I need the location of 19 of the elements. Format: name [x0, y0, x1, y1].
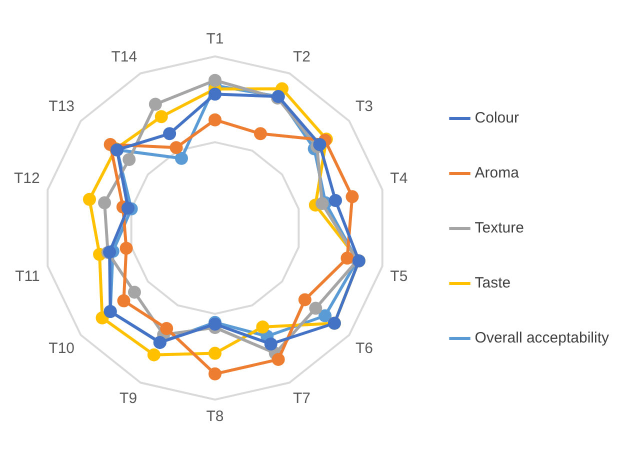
spoke-label: T13 [48, 98, 75, 116]
spoke-label: T3 [355, 98, 373, 116]
legend-label: Taste [474, 274, 511, 292]
spoke-label: T12 [14, 170, 40, 188]
spoke-label: T5 [390, 268, 408, 286]
spoke-label: T9 [120, 390, 138, 408]
spoke-label: T6 [355, 340, 373, 358]
legend-label: Aroma [474, 164, 520, 182]
spoke-label: T11 [15, 268, 40, 286]
spoke-label: T1 [206, 30, 224, 48]
legend-label: Overall acceptability [474, 330, 610, 347]
spoke-label: T7 [292, 390, 310, 408]
spoke-label: T14 [111, 48, 138, 66]
legend-label: Colour [474, 110, 519, 127]
spoke-label: T2 [292, 48, 310, 66]
spoke-label: T8 [206, 408, 224, 425]
spoke-label: T10 [48, 340, 75, 358]
spoke-label: T4 [390, 170, 408, 188]
legend-label: Texture [474, 220, 524, 237]
